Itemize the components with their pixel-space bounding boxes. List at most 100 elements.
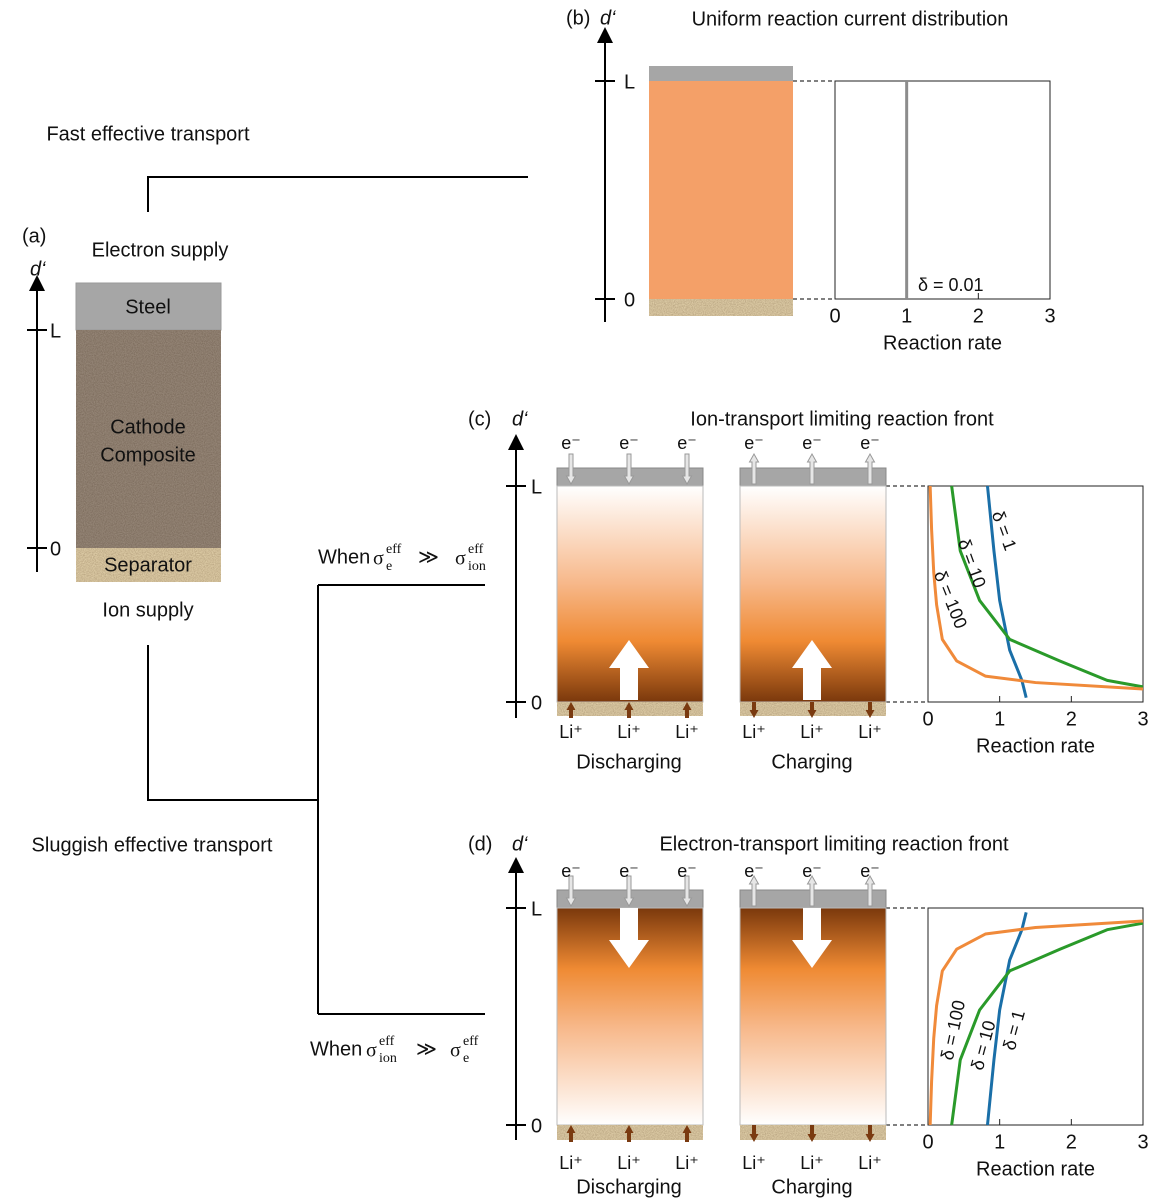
ion-label: Li⁺: [858, 722, 882, 742]
condition-sup: eff: [379, 1034, 395, 1049]
tick-label: 0: [531, 692, 542, 714]
electron-label: e⁻: [561, 433, 581, 453]
condition-sup: eff: [468, 542, 484, 557]
electron-label: e⁻: [860, 861, 880, 881]
tick-label: 0: [50, 538, 61, 560]
arrow: [807, 1125, 817, 1142]
ion-label: Li⁺: [742, 1153, 766, 1173]
electron-label: e⁻: [744, 433, 764, 453]
x-tick-label: 3: [1137, 1131, 1148, 1153]
panel-label: (b): [566, 7, 590, 29]
curve: [950, 485, 1144, 689]
curve: [928, 485, 1144, 691]
column-caption: Discharging: [576, 1176, 682, 1198]
tick-label: L: [50, 320, 61, 342]
curve-label: δ = 0.01: [918, 275, 984, 295]
arrow: [682, 1125, 692, 1142]
ion-label: Li⁺: [675, 1153, 699, 1173]
branch-line: [147, 584, 485, 1015]
tick-label: L: [531, 476, 542, 498]
electron-label: e⁻: [802, 861, 822, 881]
axis-label: d‘: [512, 833, 528, 855]
arrow: [682, 702, 692, 718]
x-tick-label: 1: [994, 1131, 1005, 1153]
arrow: [749, 1125, 759, 1142]
arrow: [565, 453, 577, 486]
column-caption: Charging: [771, 751, 852, 773]
x-tick-label: 2: [973, 305, 984, 327]
ion-label: Li⁺: [858, 1153, 882, 1173]
arrow: [609, 640, 649, 700]
branch-line: [147, 176, 528, 212]
curve: [985, 911, 1028, 1126]
arrow: [748, 874, 760, 907]
column-caption: Charging: [771, 1176, 852, 1198]
ion-label: Li⁺: [742, 722, 766, 742]
ion-label: Li⁺: [559, 722, 583, 742]
arrow: [681, 875, 693, 908]
arrow: [623, 453, 635, 486]
ion-label: Li⁺: [559, 1153, 583, 1173]
layer-label: Steel: [125, 296, 171, 318]
x-tick-label: 3: [1044, 305, 1055, 327]
condition-sub: e: [386, 559, 392, 574]
plot-frame: [834, 80, 1051, 300]
tick-label: 0: [531, 1115, 542, 1137]
ion-label: Li⁺: [617, 1153, 641, 1173]
condition-sub: ion: [468, 559, 486, 574]
arrow: [749, 702, 759, 718]
arrow: [864, 452, 876, 485]
axis-label: d‘: [512, 408, 528, 430]
arrow: [565, 875, 577, 908]
electron-label: e⁻: [744, 861, 764, 881]
panel-label: (c): [468, 408, 491, 430]
electron-label: e⁻: [561, 861, 581, 881]
arrow: [748, 452, 760, 485]
layer-label: Separator: [104, 554, 192, 576]
x-axis-label: Reaction rate: [976, 1158, 1095, 1180]
cathode-layer: [649, 81, 793, 299]
plot-frame: [927, 485, 1144, 703]
electron-label: e⁻: [677, 861, 697, 881]
panel-title: Uniform reaction current distribution: [692, 8, 1009, 30]
panel-label: (d): [468, 833, 492, 855]
axis-label: d‘: [600, 7, 616, 29]
arrow: [865, 1125, 875, 1142]
panel-label: (a): [22, 225, 46, 247]
ion-label: Li⁺: [800, 1153, 824, 1173]
curve: [928, 919, 1144, 1126]
condition-sup: eff: [463, 1034, 479, 1049]
cathode-layer: [76, 330, 221, 548]
arrow: [865, 702, 875, 718]
arrow: [609, 908, 649, 968]
condition-relation: ≫: [418, 547, 439, 569]
x-tick-label: 2: [1066, 708, 1077, 730]
condition-symbol: σ: [366, 1040, 377, 1062]
arrow: [864, 874, 876, 907]
arrow: [806, 452, 818, 485]
axis-label: d‘: [30, 258, 46, 280]
arrow: [807, 702, 817, 718]
arrow: [792, 640, 832, 700]
condition-sup: eff: [386, 542, 402, 557]
condition-sub: e: [463, 1051, 469, 1066]
condition-relation: ≫: [416, 1039, 437, 1061]
arrow: [624, 702, 634, 718]
steel-layer: [649, 66, 793, 81]
x-axis-label: Reaction rate: [883, 332, 1002, 354]
arrow: [681, 453, 693, 486]
electron-label: e⁻: [860, 433, 880, 453]
condition-text: When: [318, 546, 370, 568]
separator-layer: [76, 548, 221, 582]
arrow: [792, 908, 832, 968]
ion-label: Li⁺: [800, 722, 824, 742]
layer-label: Composite: [100, 444, 196, 466]
ion-label: Li⁺: [617, 722, 641, 742]
electron-label: e⁻: [677, 433, 697, 453]
condition-symbol: σ: [373, 548, 384, 570]
x-tick-label: 1: [994, 708, 1005, 730]
condition-text: When: [310, 1038, 362, 1060]
layer-label: Cathode: [110, 416, 186, 438]
